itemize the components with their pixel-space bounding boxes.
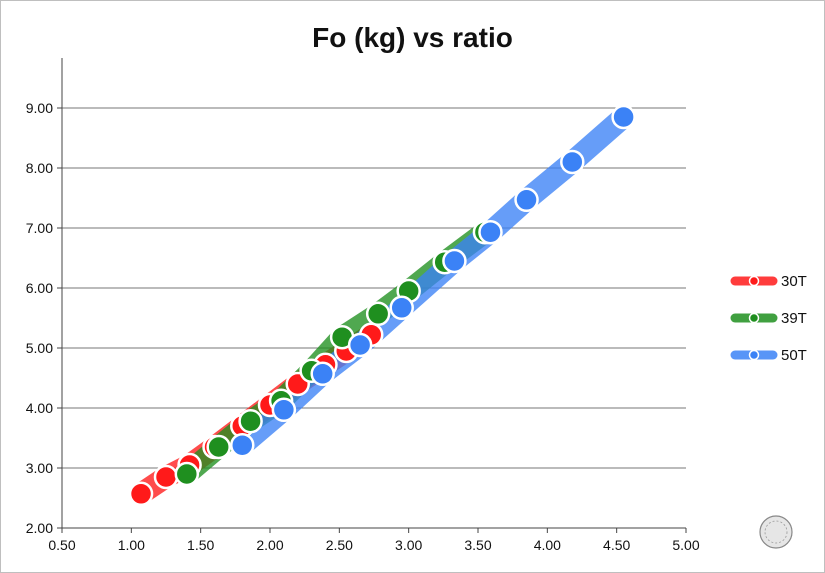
x-tick-label: 1.50 — [187, 537, 214, 553]
logo-watermark — [759, 515, 793, 549]
data-point-50T — [271, 397, 297, 423]
legend-swatch-marker-50T — [748, 349, 760, 361]
x-tick-label: 3.50 — [464, 537, 491, 553]
data-point-30T — [128, 481, 154, 507]
y-tick-label: 7.00 — [26, 220, 53, 236]
data-point-50T — [347, 332, 373, 358]
y-tick-label: 8.00 — [26, 160, 53, 176]
data-point-50T — [389, 295, 414, 321]
y-tick-label: 5.00 — [26, 340, 53, 356]
x-tick-label: 0.50 — [48, 537, 75, 553]
data-point-39T — [238, 408, 263, 434]
x-tick-label: 2.00 — [256, 537, 283, 553]
data-point-39T — [365, 301, 391, 327]
legend-label-30T: 30T — [781, 273, 807, 290]
data-point-50T — [230, 432, 255, 458]
x-tick-label: 2.50 — [326, 537, 353, 553]
y-tick-label: 2.00 — [26, 520, 53, 536]
x-tick-label: 3.00 — [395, 537, 422, 553]
y-tick-label: 6.00 — [26, 280, 53, 296]
legend-swatch-marker-30T — [748, 275, 760, 287]
y-tick-label: 9.00 — [26, 100, 53, 116]
data-point-50T — [514, 187, 539, 213]
legend-swatch-marker-39T — [748, 312, 760, 324]
legend-label-39T: 39T — [781, 310, 807, 327]
data-point-50T — [560, 149, 585, 175]
data-point-30T — [153, 464, 179, 490]
data-point-39T — [206, 434, 231, 460]
x-tick-label: 4.50 — [603, 537, 630, 553]
x-tick-label: 1.00 — [118, 537, 145, 553]
y-tick-label: 3.00 — [26, 460, 53, 476]
data-point-50T — [478, 219, 503, 245]
data-point-50T — [310, 361, 335, 387]
y-tick-label: 4.00 — [26, 400, 53, 416]
data-point-50T — [442, 248, 467, 274]
data-point-39T — [174, 461, 200, 487]
x-tick-label: 5.00 — [672, 537, 699, 553]
chart-title: Fo (kg) vs ratio — [312, 22, 513, 53]
data-point-50T — [611, 104, 636, 130]
x-tick-label: 4.00 — [534, 537, 561, 553]
legend-label-50T: 50T — [781, 347, 807, 364]
